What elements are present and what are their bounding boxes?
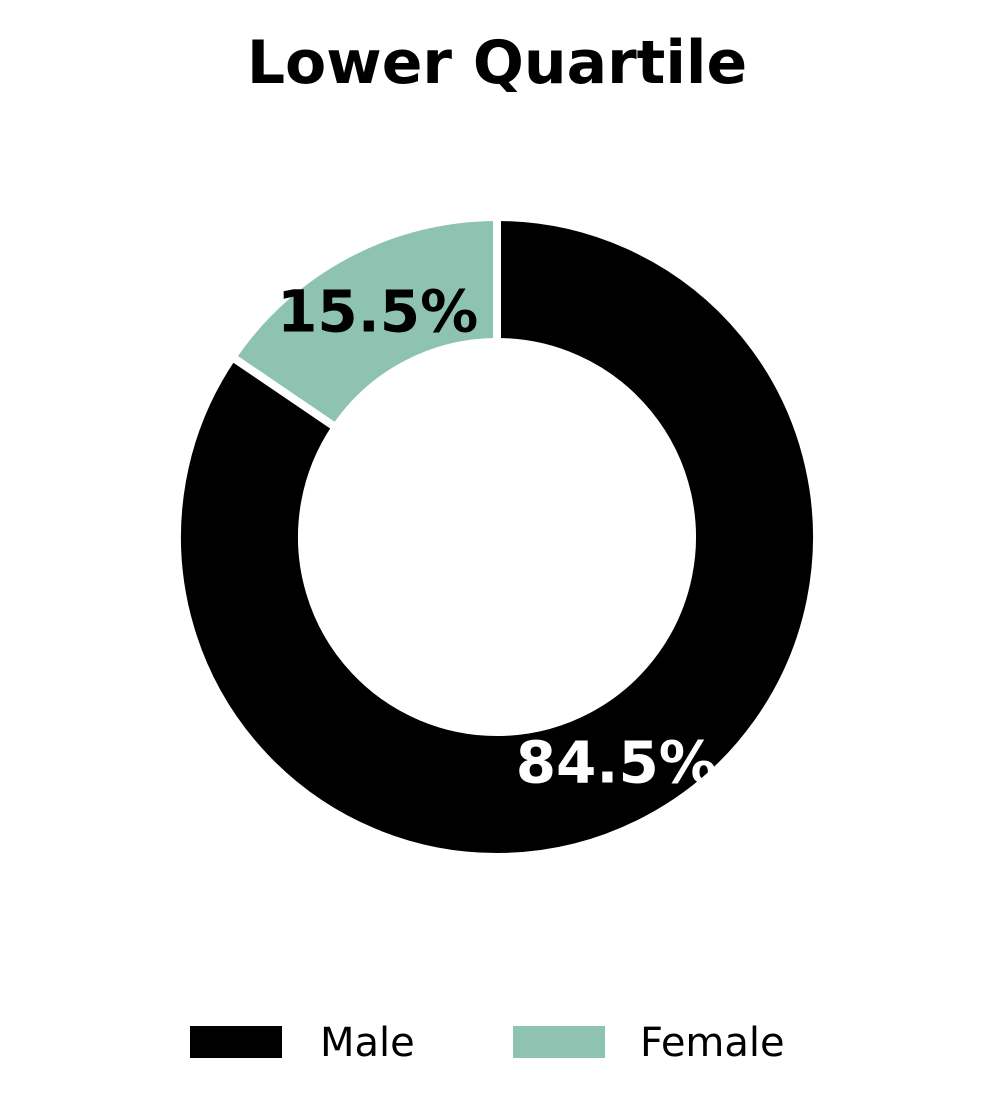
- slice-label-male: 84.5%: [516, 728, 717, 796]
- legend-label-female: Female: [640, 1020, 785, 1066]
- legend-label-male: Male: [320, 1020, 415, 1066]
- chart-title: Lower Quartile: [247, 28, 747, 98]
- legend-swatch-female: [513, 1026, 605, 1058]
- slice-male: [173, 212, 821, 861]
- slice-label-female: 15.5%: [277, 278, 478, 346]
- legend-swatch-male: [190, 1026, 282, 1058]
- legend: Male Female: [190, 1020, 785, 1066]
